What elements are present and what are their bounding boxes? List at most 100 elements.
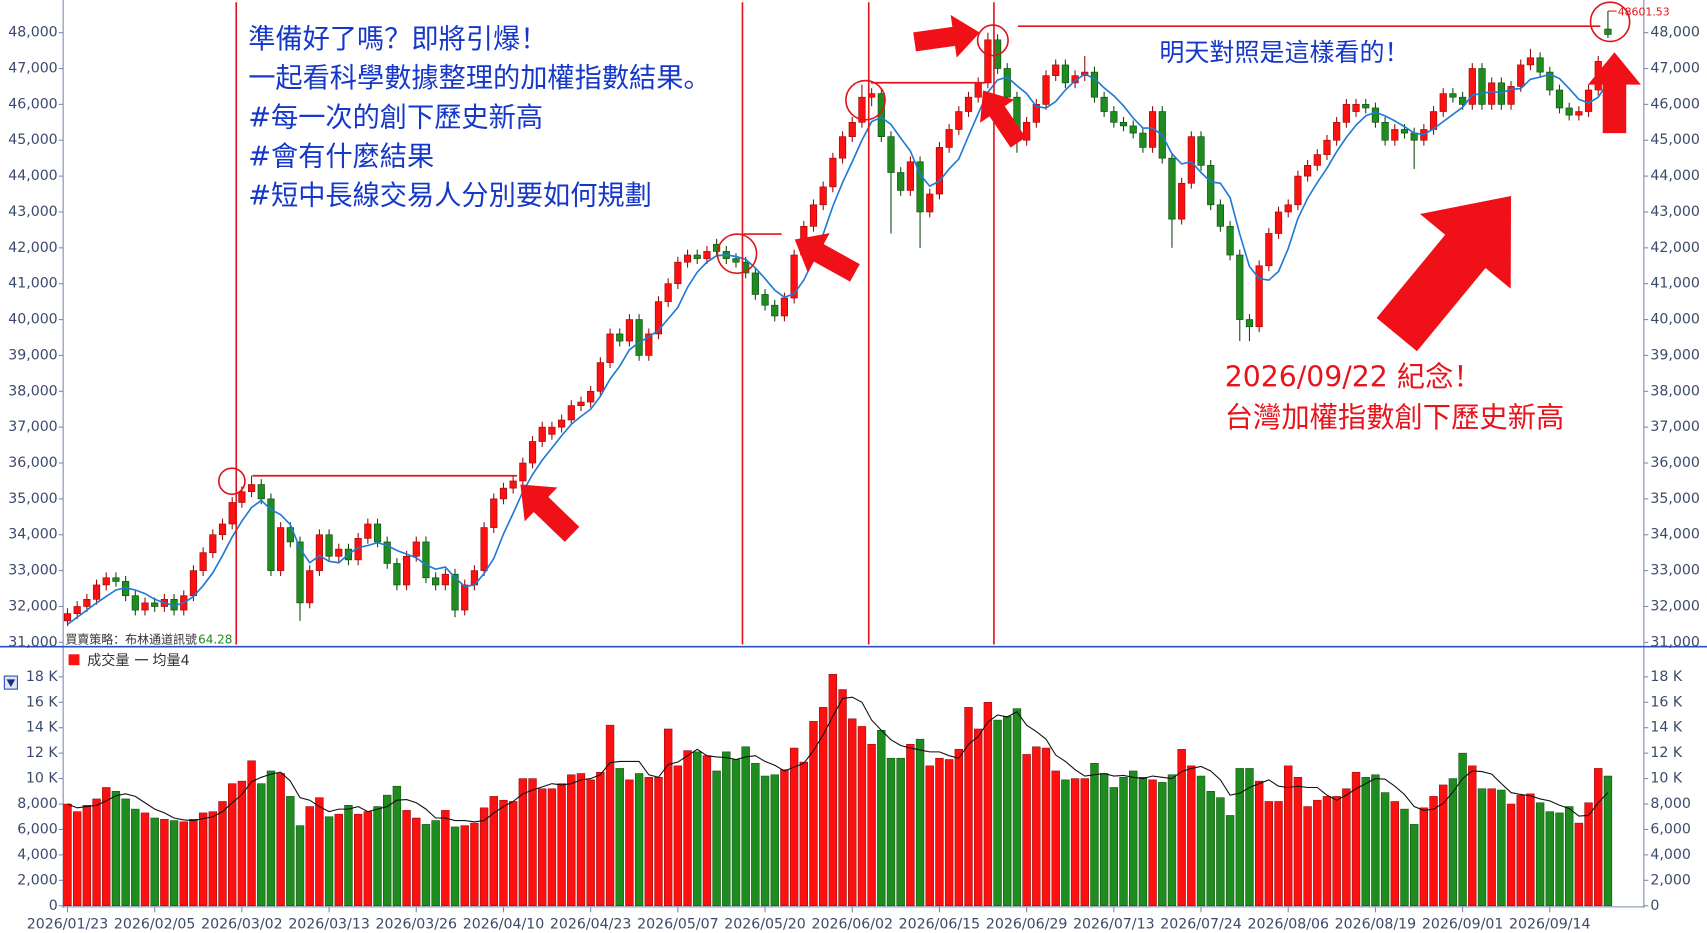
volume-bar <box>799 761 808 907</box>
volume-bar <box>1216 797 1225 907</box>
candle-body <box>267 498 275 571</box>
y-tick-label: 42,000 <box>1650 240 1699 256</box>
volume-bar <box>528 778 537 907</box>
candle-body <box>151 602 159 607</box>
volume-bar <box>1041 747 1051 907</box>
volume-bar <box>450 826 460 907</box>
candle-body <box>683 254 692 263</box>
y-tick-label: 38,000 <box>1650 383 1699 399</box>
volume-bar <box>1584 802 1593 907</box>
candle-body <box>335 548 343 557</box>
highlight-circle <box>716 233 758 275</box>
candle-body <box>616 333 624 342</box>
candle-body <box>92 584 101 600</box>
y-tick-label: 48,000 <box>1650 25 1699 41</box>
candle-body <box>519 462 527 482</box>
candle-body <box>209 534 217 554</box>
candle-body <box>432 577 440 586</box>
volume-bar <box>1477 788 1487 907</box>
candle-body <box>1207 165 1215 206</box>
candle-body <box>1265 233 1273 267</box>
volume-bar <box>150 817 159 907</box>
candle-body <box>1546 71 1554 91</box>
y-tick-label: 34,000 <box>1650 527 1699 543</box>
volume-bar <box>1254 780 1264 907</box>
volume-bar <box>489 796 498 907</box>
volume-bar <box>1371 774 1380 907</box>
volume-bar <box>1022 754 1031 907</box>
candle-body <box>218 523 227 536</box>
volume-tick-label: 0 <box>1650 898 1659 914</box>
candle-body <box>887 136 895 173</box>
volume-bar <box>431 820 440 907</box>
candle-body <box>1274 211 1283 234</box>
volume-bar <box>634 773 644 907</box>
candle-body <box>112 577 120 582</box>
volume-bar <box>663 728 673 907</box>
volume-bar <box>1380 792 1390 907</box>
volume-bar <box>838 689 847 907</box>
y-tick-label: 43,000 <box>8 204 57 220</box>
volume-bar <box>673 765 683 907</box>
candle-body <box>693 254 701 259</box>
candle-body <box>664 283 672 302</box>
volume-bar <box>915 738 925 907</box>
candle-body <box>1517 64 1525 87</box>
volume-bar <box>1313 799 1322 907</box>
candle-body <box>964 96 973 112</box>
volume-bar <box>760 775 770 907</box>
candle-body <box>538 426 546 442</box>
volume-bar <box>131 808 140 907</box>
volume-bar <box>1148 779 1157 907</box>
candle-body <box>809 204 818 227</box>
candle-body <box>277 527 285 571</box>
volume-bar <box>983 701 993 907</box>
volume-bar <box>315 797 324 907</box>
volume-bar <box>722 751 731 907</box>
y-tick-label: 43,000 <box>1650 204 1699 220</box>
volume-bar <box>1429 796 1438 907</box>
candle-body <box>974 82 982 98</box>
volume-tick-label: 14 K <box>26 720 58 736</box>
candle-body <box>1129 125 1137 134</box>
y-tick-label: 32,000 <box>1650 598 1699 614</box>
volume-bar <box>1506 803 1516 907</box>
candle-body <box>461 584 469 611</box>
volume-bar <box>1206 791 1215 907</box>
volume-bar <box>1109 787 1119 907</box>
volume-bar <box>266 770 276 907</box>
candle-body <box>1023 121 1031 141</box>
candle-body <box>480 527 488 571</box>
strategy-value: 64.28 <box>198 632 232 646</box>
volume-tick-label: 6,000 <box>17 821 57 837</box>
candle-body <box>238 491 246 503</box>
candle-body <box>1526 57 1535 66</box>
volume-bar <box>218 801 227 907</box>
volume-tick-label: 16 K <box>26 694 58 710</box>
candle-body <box>141 602 149 611</box>
volume-bar <box>615 768 624 907</box>
candle-body <box>1284 204 1292 213</box>
volume-bar <box>1526 793 1535 907</box>
volume-bar <box>363 811 373 907</box>
candle-body <box>1100 96 1108 112</box>
candle-body <box>1245 319 1254 328</box>
volume-bar <box>1012 708 1022 907</box>
candle-body <box>1294 175 1302 206</box>
candle-body <box>1536 57 1544 73</box>
candle-body <box>654 301 663 335</box>
candle-body <box>1042 75 1050 105</box>
volume-tick-label: 4,000 <box>1650 847 1690 863</box>
strategy-label: 買賣策略：布林通道訊號 <box>65 631 197 646</box>
x-tick-label: 2026/03/13 <box>288 916 370 932</box>
volume-bar <box>344 805 353 907</box>
note-line: #每一次的創下歷史新高 <box>248 102 543 133</box>
y-tick-label: 41,000 <box>8 276 57 292</box>
candle-body <box>451 573 459 611</box>
legend-label: 成交量 <box>87 652 129 669</box>
volume-bar <box>944 759 954 907</box>
candle-body <box>402 555 411 586</box>
candle-body <box>509 480 517 489</box>
candle-body <box>713 243 721 252</box>
candle-body <box>1352 104 1360 112</box>
